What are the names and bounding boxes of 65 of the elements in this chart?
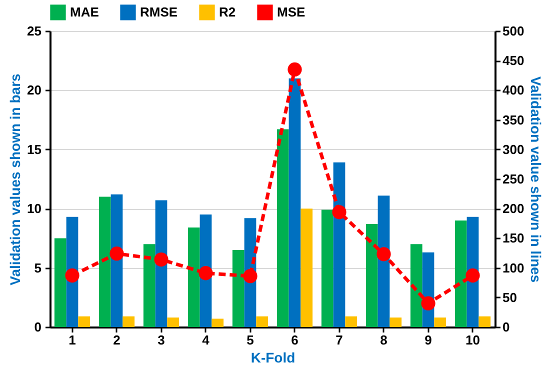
point — [421, 296, 436, 310]
bar — [276, 129, 289, 327]
y-tick-label: 20 — [27, 82, 42, 98]
bar — [98, 196, 111, 327]
bar — [232, 250, 244, 327]
y2-axis-title: Validation value shown in lines — [528, 76, 544, 283]
y2-tick-label: 200 — [502, 201, 524, 216]
x-tick-label: 4 — [202, 332, 210, 348]
y-tick-label: 10 — [27, 201, 42, 216]
x-tick-label: 5 — [246, 332, 254, 348]
point — [198, 266, 213, 280]
bar — [78, 316, 90, 327]
point — [332, 205, 346, 220]
x-tick-label: 6 — [291, 332, 298, 348]
bar — [212, 318, 224, 327]
legend-label: MSE — [277, 4, 306, 20]
bar — [390, 318, 402, 327]
point — [466, 268, 480, 283]
y2-tick-label: 250 — [502, 172, 524, 186]
bar — [410, 244, 422, 327]
bar — [434, 318, 446, 327]
bar — [345, 316, 358, 327]
legend-label: RMSE — [140, 4, 178, 20]
x-tick-label: 2 — [113, 332, 120, 348]
legend-label: R2 — [219, 4, 236, 20]
point — [110, 246, 124, 261]
bar — [54, 238, 66, 327]
point — [243, 269, 258, 284]
x-tick-label: 8 — [380, 332, 388, 348]
bar — [454, 220, 467, 327]
bar — [288, 78, 301, 327]
legend-label: MAE — [70, 4, 100, 20]
y2-tick-label: 0 — [502, 320, 510, 334]
y-tick-label: 5 — [34, 260, 42, 276]
bar — [478, 316, 491, 327]
bar — [300, 208, 313, 327]
point — [65, 268, 80, 283]
y-tick-label: 25 — [27, 24, 42, 38]
y-tick-label: 0 — [34, 320, 42, 334]
x-tick-label: 10 — [466, 332, 480, 348]
y2-tick-label: 500 — [502, 24, 524, 38]
point — [154, 252, 168, 267]
y2-tick-label: 50 — [502, 290, 517, 305]
x-axis-title: K-Fold — [250, 350, 296, 366]
bar — [188, 228, 200, 327]
y2-tick-label: 150 — [502, 230, 524, 246]
point — [376, 247, 391, 262]
x-tick-label: 7 — [336, 332, 343, 348]
bar — [143, 244, 156, 327]
x-tick-label: 1 — [68, 332, 76, 348]
bar — [366, 224, 378, 327]
y2-tick-label: 400 — [502, 82, 524, 98]
y2-tick-label: 100 — [502, 260, 524, 276]
bar — [256, 316, 268, 327]
y-axis-title: Validation values shown in bars — [7, 73, 24, 286]
bar — [122, 316, 135, 327]
y2-tick-label: 450 — [502, 53, 524, 68]
x-tick-label: 3 — [158, 332, 165, 348]
y2-tick-label: 300 — [502, 142, 524, 157]
bar — [167, 318, 180, 327]
x-tick-label: 9 — [424, 332, 432, 348]
y2-tick-label: 350 — [502, 112, 524, 128]
y-tick-label: 15 — [27, 142, 42, 157]
point — [288, 62, 302, 77]
bar — [321, 210, 334, 327]
